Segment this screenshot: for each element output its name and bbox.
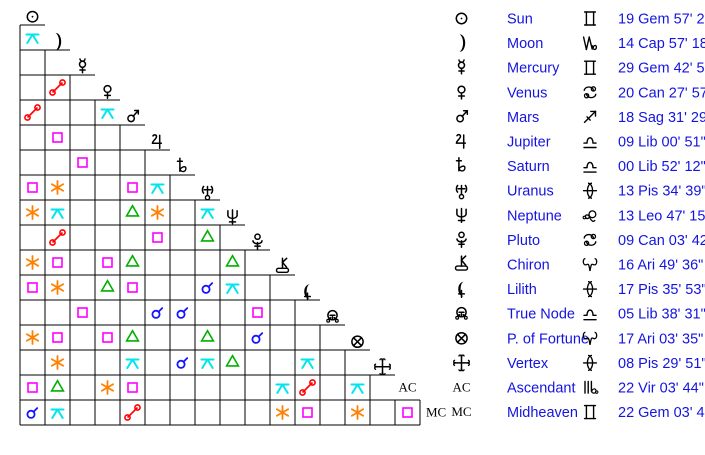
svg-text:19 Gem 57' 27": 19 Gem 57' 27"	[618, 12, 705, 28]
svg-text:Lilith: Lilith	[507, 282, 537, 298]
svg-text:AC: AC	[452, 380, 470, 395]
svg-text:29 Gem 42' 53" R: 29 Gem 42' 53" R	[618, 61, 705, 77]
svg-text:Mars: Mars	[507, 110, 539, 126]
svg-text:Neptune: Neptune	[507, 208, 562, 224]
svg-text:17 Pis 35' 53": 17 Pis 35' 53"	[618, 282, 705, 298]
svg-text:18 Sag 31' 29" R: 18 Sag 31' 29" R	[618, 110, 705, 126]
svg-text:AC: AC	[398, 380, 416, 395]
svg-text:Saturn: Saturn	[507, 159, 550, 175]
svg-text:22 Gem 03' 44": 22 Gem 03' 44"	[618, 405, 705, 421]
svg-text:09 Lib 00' 51": 09 Lib 00' 51"	[618, 135, 705, 151]
svg-text:20 Can 27' 57": 20 Can 27' 57"	[618, 85, 705, 101]
svg-text:Chiron: Chiron	[507, 258, 550, 274]
svg-text:MC: MC	[426, 405, 446, 420]
svg-text:17 Ari 03' 35": 17 Ari 03' 35"	[618, 331, 703, 347]
svg-text:05 Lib 38' 31" R: 05 Lib 38' 31" R	[618, 307, 705, 323]
svg-text:Uranus: Uranus	[507, 184, 554, 200]
svg-text:P. of Fortune: P. of Fortune	[507, 331, 589, 347]
svg-text:Sun: Sun	[507, 12, 533, 28]
svg-text:True Node: True Node	[507, 307, 575, 323]
svg-text:16 Ari 49' 36": 16 Ari 49' 36"	[618, 258, 703, 274]
svg-text:09 Can 03' 42": 09 Can 03' 42"	[618, 233, 705, 249]
svg-text:13 Leo 47' 15": 13 Leo 47' 15"	[618, 208, 705, 224]
svg-text:MC: MC	[451, 404, 471, 419]
svg-text:Mercury: Mercury	[507, 61, 560, 77]
svg-text:Moon: Moon	[507, 36, 543, 52]
svg-text:Jupiter: Jupiter	[507, 135, 551, 151]
svg-text:13 Pis 34' 39": 13 Pis 34' 39"	[618, 184, 705, 200]
svg-text:Venus: Venus	[507, 85, 547, 101]
svg-text:08 Pis 29' 51": 08 Pis 29' 51"	[618, 356, 705, 372]
svg-text:Midheaven: Midheaven	[507, 405, 578, 421]
svg-text:22 Vir 03' 44": 22 Vir 03' 44"	[618, 381, 704, 397]
svg-text:14 Cap 57' 18": 14 Cap 57' 18"	[618, 36, 705, 52]
svg-text:Pluto: Pluto	[507, 233, 540, 249]
svg-text:00 Lib 52' 12": 00 Lib 52' 12"	[618, 159, 705, 175]
svg-text:Vertex: Vertex	[507, 356, 549, 372]
svg-text:Ascendant: Ascendant	[507, 381, 576, 397]
